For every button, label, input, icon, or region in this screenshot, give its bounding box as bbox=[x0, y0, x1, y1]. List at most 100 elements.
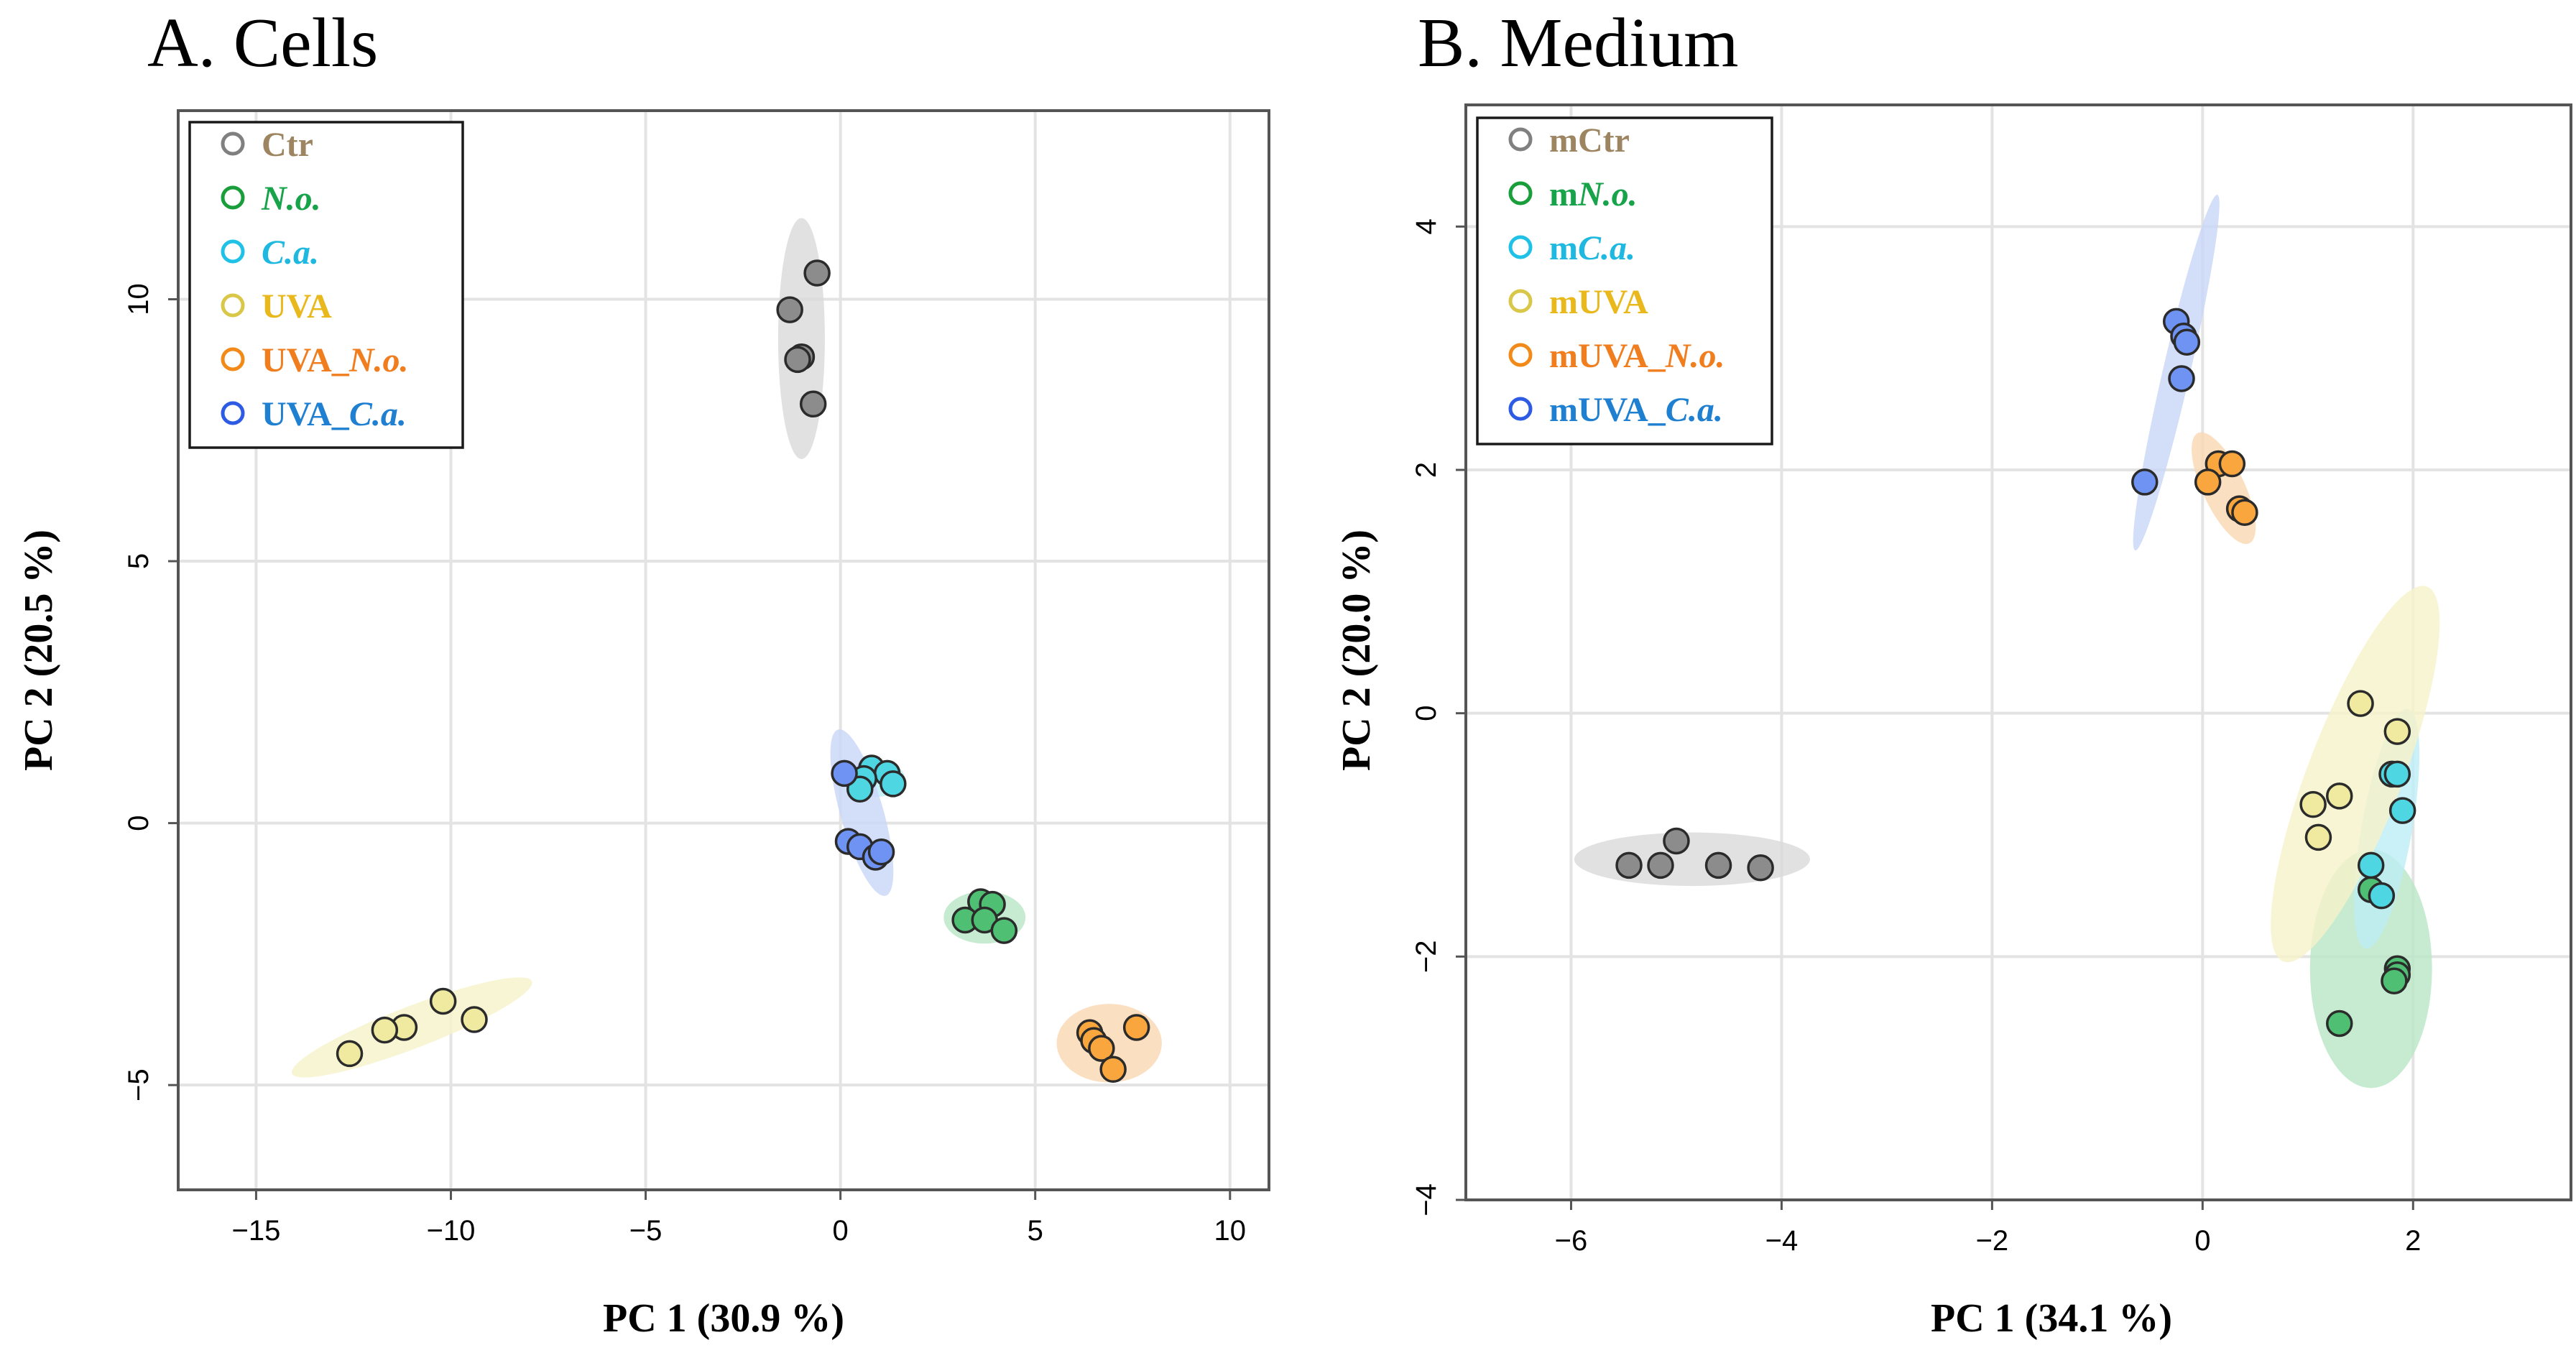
x-tick-label: 10 bbox=[1214, 1215, 1247, 1247]
legend-label-text: mUVA bbox=[1549, 283, 1648, 321]
x-tick-label: −2 bbox=[1976, 1225, 2009, 1257]
y-tick-label: 0 bbox=[123, 815, 154, 831]
legend-marker bbox=[1508, 127, 1533, 152]
x-tick-label: 0 bbox=[833, 1215, 849, 1247]
legend-label-text: mUVA_ bbox=[1549, 391, 1666, 429]
legend-label: N.o. bbox=[261, 180, 321, 218]
data-point-uva-n-o--4 bbox=[1099, 1055, 1127, 1084]
legend-label-italic: N.o. bbox=[261, 180, 321, 218]
legend-label-italic: C.a. bbox=[262, 234, 319, 272]
legend-label: Ctr bbox=[262, 126, 313, 164]
panel-a-grid bbox=[178, 111, 1269, 1190]
data-point-uva-0 bbox=[429, 987, 457, 1015]
legend-label: mN.o. bbox=[1549, 175, 1638, 213]
panel-a-cells: A. Cells −15 −10 −5 0 5 10 −5 0 5 10 PC 1 (30.9 %… bbox=[17, 4, 1270, 1341]
legend-marker bbox=[221, 347, 245, 371]
legend-item: mUVA_N.o. bbox=[1508, 337, 1725, 375]
legend-marker bbox=[1508, 289, 1533, 313]
legend-label-italic: N.o. bbox=[1665, 337, 1725, 375]
panel-b-ticks: −6 −4 −2 0 2 −4 −2 0 2 4 bbox=[1411, 218, 2421, 1257]
data-point-n-o--4 bbox=[990, 917, 1018, 944]
x-tick-label: −4 bbox=[1765, 1225, 1799, 1257]
legend-label: C.a. bbox=[262, 234, 319, 272]
legend-label: mC.a. bbox=[1549, 229, 1635, 267]
data-point-ctr-4 bbox=[799, 390, 827, 418]
y-tick-label: 2 bbox=[1411, 462, 1442, 478]
legend-label-text: UVA bbox=[262, 287, 332, 325]
data-point-ctr-3 bbox=[784, 346, 811, 374]
x-tick-label: −6 bbox=[1555, 1225, 1588, 1257]
legend-item: C.a. bbox=[221, 234, 319, 272]
x-tick-label: −15 bbox=[231, 1215, 280, 1247]
data-point-mn-o--4 bbox=[2326, 1009, 2353, 1038]
legend-item: mUVA bbox=[1508, 283, 1648, 321]
panel-b-title: B. Medium bbox=[1418, 4, 1738, 82]
y-tick-label: −2 bbox=[1411, 941, 1442, 974]
legend-item: mC.a. bbox=[1508, 229, 1635, 267]
data-point-mc-a--2 bbox=[2388, 797, 2416, 824]
data-point-muva-1 bbox=[2383, 718, 2411, 745]
data-point-uva-n-o--3 bbox=[1088, 1035, 1115, 1062]
legend-label-text: UVA_ bbox=[262, 395, 350, 433]
legend-label-text: UVA_ bbox=[262, 341, 350, 379]
confidence-ellipse-muva bbox=[2271, 586, 2440, 963]
y-tick-label: 4 bbox=[1411, 218, 1442, 234]
data-point-mctr-2 bbox=[1647, 851, 1674, 879]
legend-label-italic: N.o. bbox=[1577, 175, 1638, 213]
legend-label-italic: C.a. bbox=[1666, 391, 1723, 429]
legend-item: UVA bbox=[221, 287, 332, 325]
data-point-mc-a--3 bbox=[2357, 851, 2385, 879]
data-point-uva-4 bbox=[336, 1040, 364, 1068]
legend-item: UVA_N.o. bbox=[221, 341, 408, 379]
x-tick-label: −10 bbox=[427, 1215, 476, 1247]
y-tick-label: −4 bbox=[1411, 1183, 1442, 1216]
legend-marker bbox=[221, 293, 245, 318]
panel-a-legend-box bbox=[188, 121, 464, 449]
data-point-mn-o--3 bbox=[2381, 967, 2408, 994]
x-tick-label: 2 bbox=[2405, 1225, 2421, 1257]
confidence-ellipse-ctr bbox=[777, 218, 825, 459]
data-point-mctr-3 bbox=[1704, 851, 1732, 879]
data-point-muva-n-o--4 bbox=[2231, 499, 2258, 527]
legend-label-italic: C.a. bbox=[1578, 229, 1635, 267]
legend-item: mN.o. bbox=[1508, 175, 1638, 213]
legend-label: UVA bbox=[262, 287, 332, 325]
panel-a-title: A. Cells bbox=[147, 4, 378, 82]
panel-a-y-axis-label: PC 2 (20.5 %) bbox=[17, 530, 61, 771]
legend-label-italic: N.o. bbox=[348, 341, 409, 379]
legend-label-italic: C.a. bbox=[349, 395, 407, 433]
legend-item: mUVA_C.a. bbox=[1508, 391, 1723, 429]
panel-b-plot-frame bbox=[1464, 103, 2572, 1201]
data-point-ctr-0 bbox=[803, 259, 831, 287]
y-tick-label: −5 bbox=[123, 1068, 154, 1101]
data-point-muva-n-o--1 bbox=[2218, 450, 2246, 478]
legend-label-text: m bbox=[1549, 229, 1578, 267]
legend-label: mCtr bbox=[1549, 121, 1630, 160]
data-point-muva-c-a--3 bbox=[2168, 365, 2195, 392]
legend-item: mCtr bbox=[1508, 121, 1630, 160]
data-point-muva-2 bbox=[2326, 782, 2353, 810]
data-point-muva-3 bbox=[2299, 790, 2327, 818]
y-tick-label: 0 bbox=[1411, 706, 1442, 721]
data-point-c-a--4 bbox=[880, 770, 907, 798]
data-point-muva-c-a--2 bbox=[2173, 328, 2201, 356]
y-tick-label: 5 bbox=[123, 553, 154, 569]
panel-a-ticks: −15 −10 −5 0 5 10 −5 0 5 10 bbox=[123, 283, 1246, 1247]
data-point-uva-n-o--0 bbox=[1122, 1014, 1150, 1041]
legend-label-text: mCtr bbox=[1549, 121, 1630, 160]
x-tick-label: −5 bbox=[629, 1215, 663, 1247]
panel-b-y-axis-label: PC 2 (20.0 %) bbox=[1334, 530, 1379, 771]
legend-label: mUVA bbox=[1549, 283, 1648, 321]
data-point-mctr-0 bbox=[1663, 827, 1690, 855]
legend-item: N.o. bbox=[221, 180, 321, 218]
y-tick-label: 10 bbox=[123, 283, 154, 315]
legend-marker bbox=[221, 185, 245, 210]
legend-label: UVA_N.o. bbox=[262, 341, 408, 379]
legend-label: mUVA_C.a. bbox=[1549, 391, 1723, 429]
legend-marker bbox=[221, 401, 245, 425]
data-point-muva-n-o--2 bbox=[2194, 468, 2222, 496]
